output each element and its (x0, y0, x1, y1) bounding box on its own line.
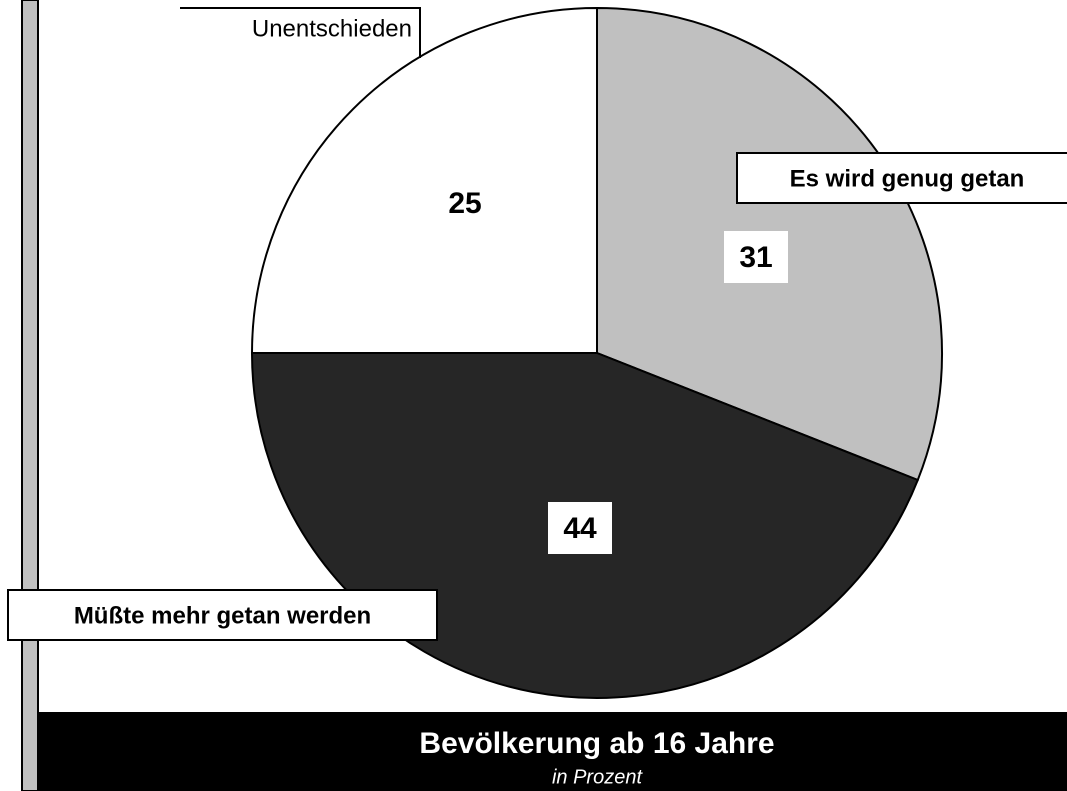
side-bar (21, 0, 39, 791)
value-label-box (433, 177, 497, 229)
footer-band (38, 712, 1067, 791)
value-label: 44 (563, 512, 597, 545)
chart-title: Bevölkerung ab 16 Jahre (419, 727, 774, 760)
category-label: Unentschieden (252, 15, 412, 42)
label-callout (180, 7, 421, 58)
label-box (736, 152, 1067, 204)
value-label: 31 (739, 241, 772, 274)
label-box (7, 589, 438, 641)
value-label-box (724, 231, 788, 283)
category-label: Müßte mehr getan werden (74, 602, 371, 629)
category-label: Es wird genug getan (790, 165, 1025, 192)
value-label: 25 (448, 187, 481, 220)
value-label-box (548, 502, 612, 554)
chart-subtitle: in Prozent (552, 766, 643, 788)
pie-slice (250, 6, 598, 354)
